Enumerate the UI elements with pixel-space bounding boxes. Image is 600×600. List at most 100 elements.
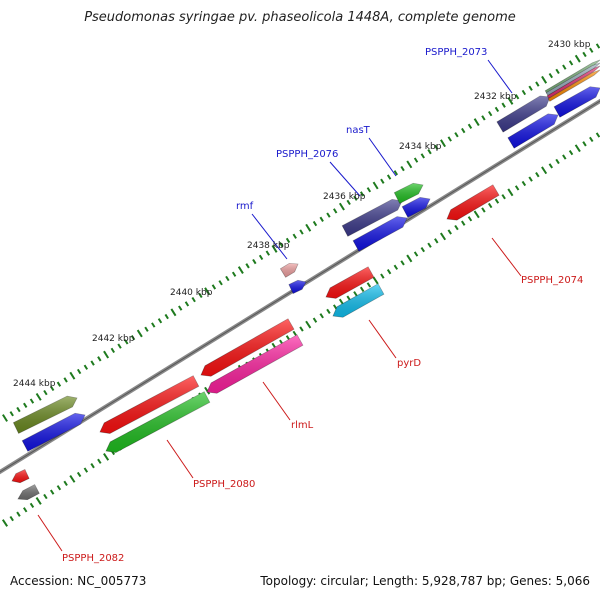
tick-mark [434, 238, 439, 244]
gene-arrow [206, 334, 304, 394]
tick-mark [305, 320, 312, 329]
tick-mark [501, 102, 506, 108]
tick-mark [136, 329, 143, 338]
feature-layer [11, 59, 600, 501]
tick-mark [299, 326, 304, 332]
tick-mark [535, 172, 540, 178]
tick-mark [49, 385, 55, 392]
tick-mark [434, 144, 439, 151]
tick-mark [548, 72, 554, 79]
tick-mark [427, 149, 432, 155]
gene-arrow [17, 484, 40, 501]
kbp-label: 2430 kbp [548, 40, 591, 50]
tick-mark [528, 176, 533, 182]
tick-mark [366, 282, 372, 288]
gene-arrow [341, 199, 403, 237]
tick-mark [473, 118, 480, 127]
tick-mark [170, 308, 177, 317]
gene-arrow [200, 318, 295, 377]
tick-mark [63, 377, 68, 383]
tick-mark [56, 485, 62, 491]
tick-mark [589, 136, 594, 143]
tick-mark [541, 166, 548, 175]
tick-mark [103, 452, 110, 461]
tick-mark [204, 386, 211, 395]
tick-mark [454, 132, 459, 138]
tick-mark [582, 141, 587, 147]
tick-mark [76, 368, 82, 375]
kbp-label: 2436 kbp [323, 192, 366, 202]
tick-mark [305, 223, 312, 232]
tick-mark [507, 188, 514, 197]
gene-label: PSPPH_2074 [521, 275, 583, 286]
tick-mark [427, 242, 432, 248]
tick-mark [2, 414, 8, 422]
tick-mark [76, 471, 82, 478]
kbp-label: 2440 kbp [170, 288, 213, 298]
tick-mark [332, 304, 338, 310]
tick-mark [447, 229, 452, 235]
tick-mark [164, 313, 169, 320]
tick-mark [56, 381, 62, 387]
tick-mark [454, 224, 459, 231]
label-leader-line [166, 439, 194, 479]
tick-mark [440, 139, 446, 148]
tick-mark [1, 519, 9, 527]
gene-arrow [547, 69, 600, 102]
tick-mark [157, 318, 163, 324]
gene-label: rmf [236, 201, 254, 212]
tick-mark [225, 275, 230, 282]
tick-mark [494, 198, 500, 204]
tick-mark [595, 43, 600, 49]
tick-mark [555, 68, 560, 75]
tick-mark [366, 187, 372, 193]
label-leader-line [251, 213, 288, 260]
tick-mark [333, 208, 338, 214]
tick-mark [501, 194, 506, 200]
tick-mark [35, 392, 42, 401]
tick-mark [562, 154, 567, 160]
gene-arrow [325, 266, 375, 299]
tick-mark [488, 110, 493, 117]
tick-mark [144, 326, 149, 332]
tick-mark [312, 317, 318, 323]
tick-mark [292, 330, 297, 337]
accession-text: Accession: NC_005773 [10, 574, 147, 588]
tick-mark [393, 170, 399, 176]
tick-mark [151, 322, 156, 328]
tick-mark [83, 467, 89, 473]
tick-mark [218, 280, 223, 286]
gene-arrow [11, 469, 30, 484]
kbp-label: 2444 kbp [13, 379, 56, 389]
label-layer: 2430 kbp 2432 kbp 2434 kbp 2436 kbp 2438 kbp… [13, 40, 591, 564]
label-leader-line [262, 381, 291, 421]
tick-mark [252, 258, 257, 265]
tick-mark [406, 254, 413, 263]
gene-arrow [12, 395, 78, 434]
tick-mark [9, 411, 14, 417]
tick-mark [279, 242, 284, 248]
gene-arrow [553, 86, 600, 118]
tick-mark [117, 343, 122, 349]
tick-mark [312, 220, 318, 227]
gene-arrow [507, 113, 559, 149]
tick-mark [380, 178, 385, 184]
tick-mark [237, 266, 244, 274]
tick-mark [595, 132, 600, 138]
tick-mark [535, 81, 540, 87]
tick-mark [574, 144, 581, 153]
tick-mark [29, 398, 35, 404]
label-leader-line [368, 137, 397, 177]
tick-mark [386, 269, 392, 275]
tick-mark [568, 149, 574, 156]
tick-mark [393, 264, 399, 270]
label-leader-line [329, 161, 361, 197]
gene-label: PSPPH_2076 [276, 149, 338, 160]
tick-mark [461, 220, 466, 226]
gene-arrow [288, 279, 307, 294]
tick-mark [346, 199, 351, 206]
tick-mark [447, 136, 452, 142]
gene-arrow [105, 391, 211, 453]
gene-arrow [446, 184, 500, 221]
